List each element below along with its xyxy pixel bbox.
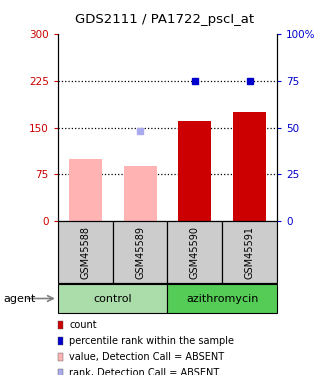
- Text: rank, Detection Call = ABSENT: rank, Detection Call = ABSENT: [69, 368, 220, 375]
- Bar: [168, 284, 277, 313]
- Bar: [222, 221, 277, 283]
- Text: agent: agent: [3, 294, 36, 303]
- Text: GSM45591: GSM45591: [245, 226, 255, 279]
- Text: GSM45589: GSM45589: [135, 226, 145, 279]
- Text: control: control: [93, 294, 132, 303]
- Text: GSM45588: GSM45588: [80, 226, 90, 279]
- Bar: [168, 221, 222, 283]
- Text: GDS2111 / PA1722_pscI_at: GDS2111 / PA1722_pscI_at: [76, 13, 254, 26]
- Bar: [58, 221, 113, 283]
- Bar: [69, 159, 102, 221]
- Bar: [58, 284, 168, 313]
- Bar: [179, 121, 212, 221]
- Bar: [233, 112, 266, 221]
- Text: value, Detection Call = ABSENT: value, Detection Call = ABSENT: [69, 352, 224, 362]
- Text: GSM45590: GSM45590: [190, 226, 200, 279]
- Text: count: count: [69, 320, 97, 330]
- Text: azithromycin: azithromycin: [186, 294, 258, 303]
- Text: percentile rank within the sample: percentile rank within the sample: [69, 336, 234, 346]
- Bar: [123, 166, 156, 221]
- Bar: [113, 221, 168, 283]
